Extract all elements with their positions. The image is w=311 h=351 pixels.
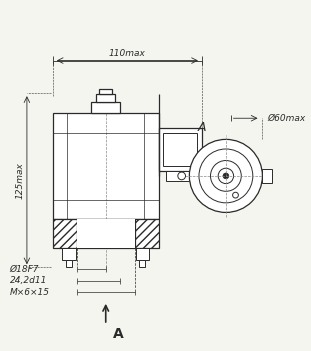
Circle shape (199, 149, 253, 203)
Bar (99, 90, 113, 94)
Bar (77, 219, 135, 248)
Text: 110max: 110max (109, 49, 146, 58)
Bar (163, 133, 197, 166)
Bar (63, 248, 76, 259)
Bar (53, 219, 159, 248)
Bar (136, 248, 149, 259)
Circle shape (178, 172, 186, 180)
Bar (166, 171, 195, 181)
Circle shape (218, 168, 234, 184)
Text: 125max: 125max (16, 162, 25, 199)
Bar (135, 219, 159, 248)
Bar (139, 259, 145, 267)
Text: M×6×15: M×6×15 (10, 288, 50, 297)
Circle shape (223, 173, 229, 179)
Bar (66, 259, 72, 267)
Circle shape (189, 139, 262, 212)
Bar (96, 94, 115, 102)
Bar (53, 113, 159, 219)
Bar (91, 102, 120, 113)
Circle shape (211, 160, 241, 191)
Bar (262, 169, 272, 183)
Text: Ø18F7: Ø18F7 (10, 265, 39, 274)
Circle shape (233, 192, 238, 198)
Bar (159, 128, 202, 171)
Text: A: A (197, 121, 206, 134)
Bar (53, 219, 77, 248)
Text: 24,2d11: 24,2d11 (10, 276, 47, 285)
Text: Ø60max: Ø60max (267, 114, 305, 123)
Text: A: A (114, 327, 124, 341)
